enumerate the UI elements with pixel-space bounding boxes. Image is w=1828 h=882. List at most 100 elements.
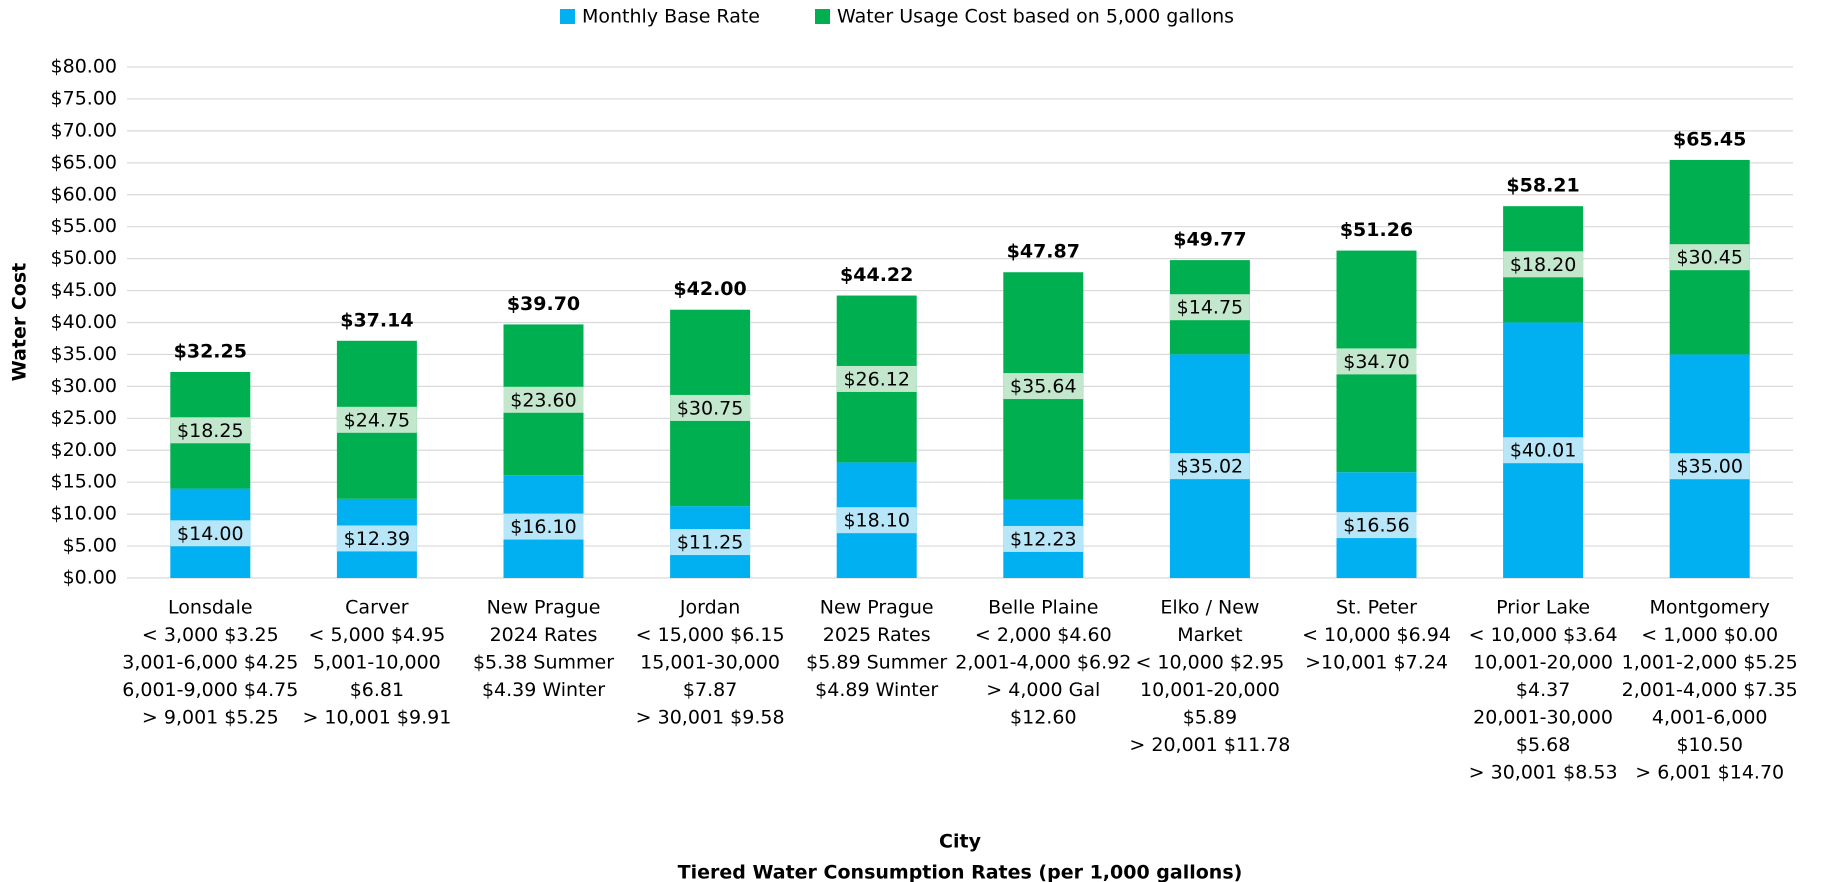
y-tick-label: $55.00 [51, 215, 117, 237]
x-tick-label: < 5,000 $4.95 [309, 624, 446, 646]
x-tick-label: Prior Lake [1496, 597, 1590, 619]
y-tick-label: $35.00 [51, 343, 117, 365]
x-tick-label: 10,001-20,000 [1140, 679, 1280, 701]
x-tick-label: New Prague [820, 597, 934, 619]
x-tick-label: > 10,001 $9.91 [302, 707, 451, 729]
total-label: $42.00 [673, 278, 746, 300]
value-label: $18.25 [177, 420, 243, 442]
value-label-bg [336, 406, 417, 433]
x-tick-label: $5.89 [1183, 707, 1237, 729]
x-tick-label: < 2,000 $4.60 [975, 624, 1112, 646]
x-tick-label: Lonsdale [168, 597, 253, 619]
x-tick-label: New Prague [487, 597, 601, 619]
x-tick-label: Carver [345, 597, 409, 619]
x-tick-label: < 10,000 $2.95 [1135, 652, 1284, 674]
x-tick-label: St. Peter [1336, 597, 1417, 619]
value-label: $16.56 [1343, 515, 1409, 537]
x-tick-label: 2,001-4,000 $7.35 [1622, 679, 1798, 701]
x-tick-label: $10.50 [1676, 734, 1742, 756]
y-tick-label: $50.00 [51, 247, 117, 269]
x-tick-label: > 4,000 Gal [986, 679, 1100, 701]
total-label: $39.70 [507, 293, 580, 315]
x-tick-label: 2025 Rates [823, 624, 931, 646]
y-tick-label: $15.00 [51, 471, 117, 493]
total-label: $44.22 [840, 264, 913, 286]
x-tick-label: > 30,001 $8.53 [1469, 762, 1618, 784]
x-tick-label: 3,001-6,000 $4.25 [122, 652, 298, 674]
value-label-bg [670, 529, 751, 556]
value-label: $18.20 [1510, 254, 1576, 276]
value-label: $23.60 [510, 389, 576, 411]
x-tick-label: 15,001-30,000 [640, 652, 780, 674]
value-label-bg [1336, 512, 1417, 539]
x-tick-label: Jordan [679, 597, 740, 619]
x-tick-label: $7.87 [683, 679, 737, 701]
x-tick-label: 6,001-9,000 $4.75 [122, 679, 298, 701]
value-label: $35.02 [1177, 456, 1243, 478]
value-label: $11.25 [677, 532, 743, 554]
legend-swatch [560, 9, 575, 24]
y-tick-label: $0.00 [63, 567, 117, 589]
x-tick-label: $5.89 Summer [806, 652, 947, 674]
value-label-bg [1003, 373, 1084, 400]
x-tick-label: > 6,001 $14.70 [1635, 762, 1784, 784]
total-label: $32.25 [174, 341, 247, 363]
x-tick-label: < 15,000 $6.15 [636, 624, 785, 646]
value-label-bg [1669, 453, 1750, 480]
value-label: $24.75 [344, 409, 410, 431]
y-tick-label: $10.00 [51, 503, 117, 525]
x-tick-label: $5.68 [1516, 734, 1570, 756]
value-label-bg [836, 507, 917, 534]
value-label-bg [670, 394, 751, 421]
total-label: $49.77 [1173, 229, 1246, 251]
x-tick-label: Belle Plaine [988, 597, 1098, 619]
y-tick-label: $20.00 [51, 439, 117, 461]
x-axis-subtitle: Tiered Water Consumption Rates (per 1,00… [678, 862, 1243, 882]
value-label-bg [1169, 294, 1250, 321]
x-tick-label: $4.39 Winter [482, 679, 605, 701]
total-label: $47.87 [1007, 241, 1080, 263]
x-tick-label: 2,001-4,000 $6.92 [955, 652, 1131, 674]
value-label: $16.10 [510, 516, 576, 538]
value-label: $40.01 [1510, 440, 1576, 462]
value-label-bg [1169, 453, 1250, 480]
legend-label: Water Usage Cost based on 5,000 gallons [837, 6, 1234, 28]
x-tick-label: 5,001-10,000 [313, 652, 441, 674]
y-tick-label: $80.00 [51, 56, 117, 78]
x-axis-title: City [939, 831, 982, 853]
x-tick-label: Elko / New [1160, 597, 1259, 619]
x-tick-label: Montgomery [1649, 597, 1769, 619]
y-tick-label: $30.00 [51, 375, 117, 397]
legend-label: Monthly Base Rate [582, 6, 760, 28]
x-tick-label: < 3,000 $3.25 [142, 624, 279, 646]
value-label-bg [503, 386, 584, 413]
y-axis-title: Water Cost [9, 263, 31, 381]
total-label: $65.45 [1673, 128, 1746, 150]
value-label-bg [1503, 251, 1584, 278]
value-label: $18.10 [843, 510, 909, 532]
x-tick-label: 2024 Rates [490, 624, 598, 646]
value-label: $14.00 [177, 523, 243, 545]
y-tick-label: $45.00 [51, 279, 117, 301]
value-label-bg [503, 513, 584, 540]
x-tick-label: Market [1177, 624, 1242, 646]
total-label: $51.26 [1340, 219, 1413, 241]
value-label: $30.45 [1676, 247, 1742, 269]
value-label-bg [336, 525, 417, 552]
x-tick-label: < 1,000 $0.00 [1641, 624, 1778, 646]
y-tick-label: $40.00 [51, 311, 117, 333]
value-label-bg [1336, 348, 1417, 375]
x-tick-label: 1,001-2,000 $5.25 [1622, 652, 1798, 674]
y-tick-label: $65.00 [51, 151, 117, 173]
value-label: $12.39 [344, 528, 410, 550]
value-label: $14.75 [1177, 297, 1243, 319]
x-tick-label: $6.81 [350, 679, 404, 701]
x-tick-label: $5.38 Summer [473, 652, 614, 674]
value-label-bg [170, 520, 251, 547]
value-label-bg [1003, 525, 1084, 552]
value-label: $35.00 [1676, 456, 1742, 478]
value-label: $34.70 [1343, 351, 1409, 373]
x-tick-label: $12.60 [1010, 707, 1076, 729]
value-label: $26.12 [843, 368, 909, 390]
